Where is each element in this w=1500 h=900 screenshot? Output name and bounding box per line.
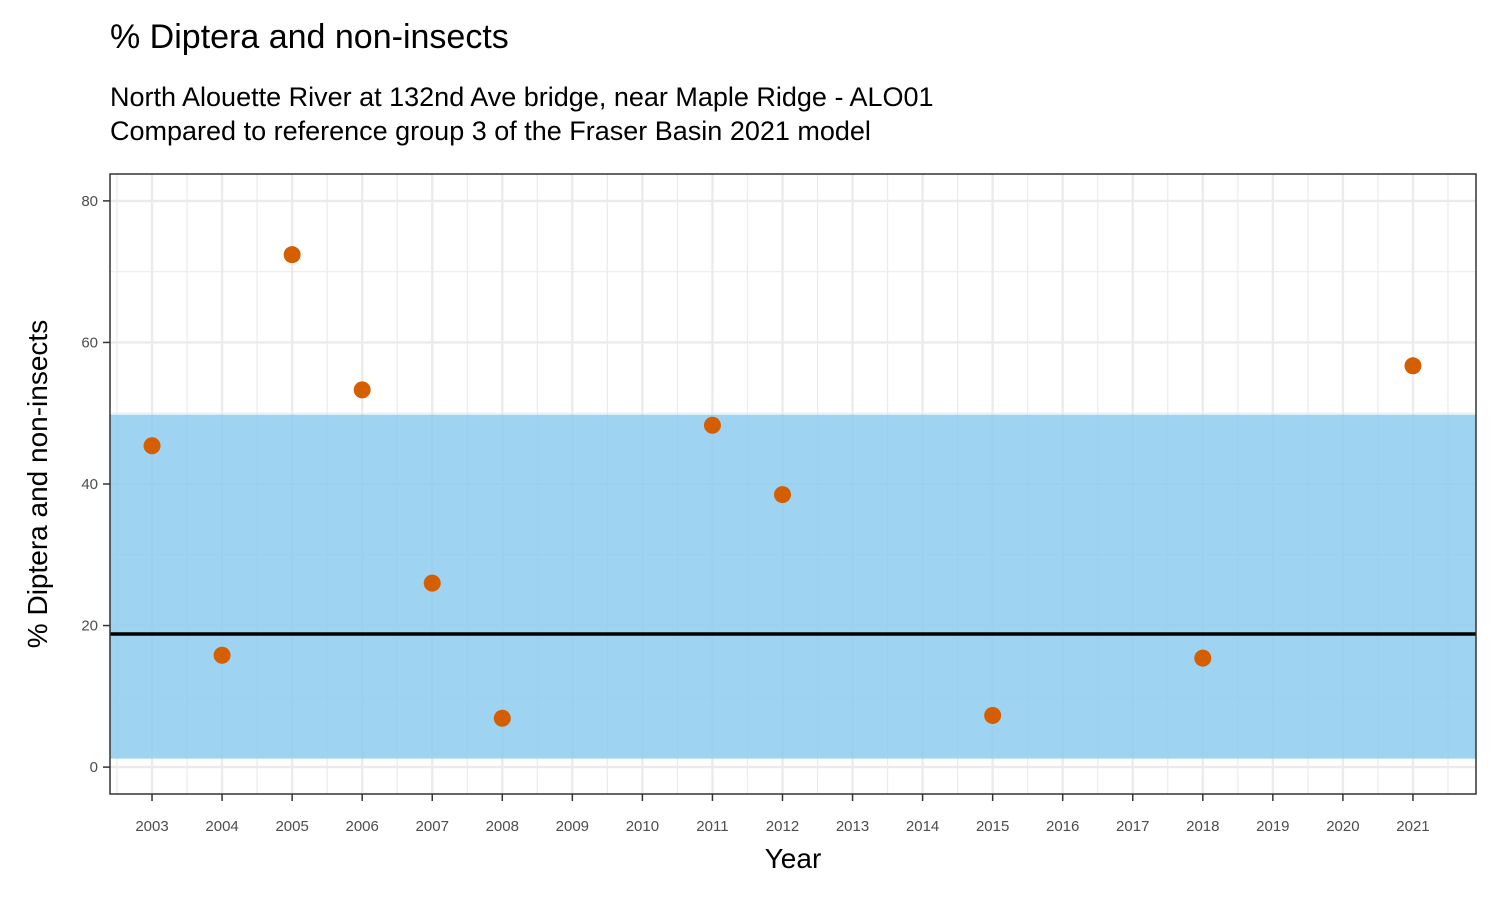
- reference-band: [110, 414, 1476, 759]
- x-axis-title: Year: [765, 843, 822, 874]
- x-tick-label: 2020: [1326, 818, 1359, 835]
- x-tick-label: 2016: [1046, 818, 1079, 835]
- chart-subtitle-line-2: Compared to reference group 3 of the Fra…: [110, 116, 871, 146]
- x-tick-label: 2003: [135, 818, 168, 835]
- y-tick-label: 20: [81, 618, 98, 635]
- y-tick-label: 40: [81, 476, 98, 493]
- x-tick-label: 2010: [626, 818, 659, 835]
- x-tick-label: 2021: [1396, 818, 1429, 835]
- x-tick-label: 2008: [486, 818, 519, 835]
- x-tick-label: 2018: [1186, 818, 1219, 835]
- data-point: [1194, 649, 1212, 667]
- chart-subtitle-line-1: North Alouette River at 132nd Ave bridge…: [110, 82, 934, 112]
- data-point: [283, 246, 301, 264]
- x-tick-label: 2009: [556, 818, 589, 835]
- data-point: [493, 709, 511, 727]
- x-tick-label: 2004: [205, 818, 238, 835]
- data-points: [143, 246, 1422, 727]
- x-tick-label: 2017: [1116, 818, 1149, 835]
- x-tick-label: 2011: [696, 818, 728, 835]
- data-point: [773, 486, 791, 504]
- x-tick-label: 2014: [906, 818, 939, 835]
- data-point: [213, 646, 231, 664]
- data-point: [143, 437, 161, 455]
- x-tick-label: 2013: [836, 818, 869, 835]
- x-tick-label: 2015: [976, 818, 1009, 835]
- data-point: [703, 416, 721, 434]
- y-tick-label: 80: [81, 193, 98, 210]
- data-point: [1404, 357, 1422, 375]
- x-tick-label: 2007: [416, 818, 449, 835]
- x-tick-label: 2012: [766, 818, 799, 835]
- chart-title: % Diptera and non-insects: [110, 18, 509, 56]
- axes-layer: 2003 2004 2005 2006 2007 2008 2009 2010 2011 2012…: [81, 193, 1429, 835]
- y-axis-title: % Diptera and non-insects: [22, 320, 53, 648]
- data-point: [984, 706, 1002, 724]
- data-point: [423, 574, 441, 592]
- x-tick-label: 2006: [345, 818, 378, 835]
- x-tick-label: 2005: [275, 818, 308, 835]
- y-tick-label: 60: [81, 334, 98, 351]
- data-point: [353, 381, 371, 399]
- x-tick-label: 2019: [1256, 818, 1289, 835]
- y-tick-label: 0: [90, 759, 98, 776]
